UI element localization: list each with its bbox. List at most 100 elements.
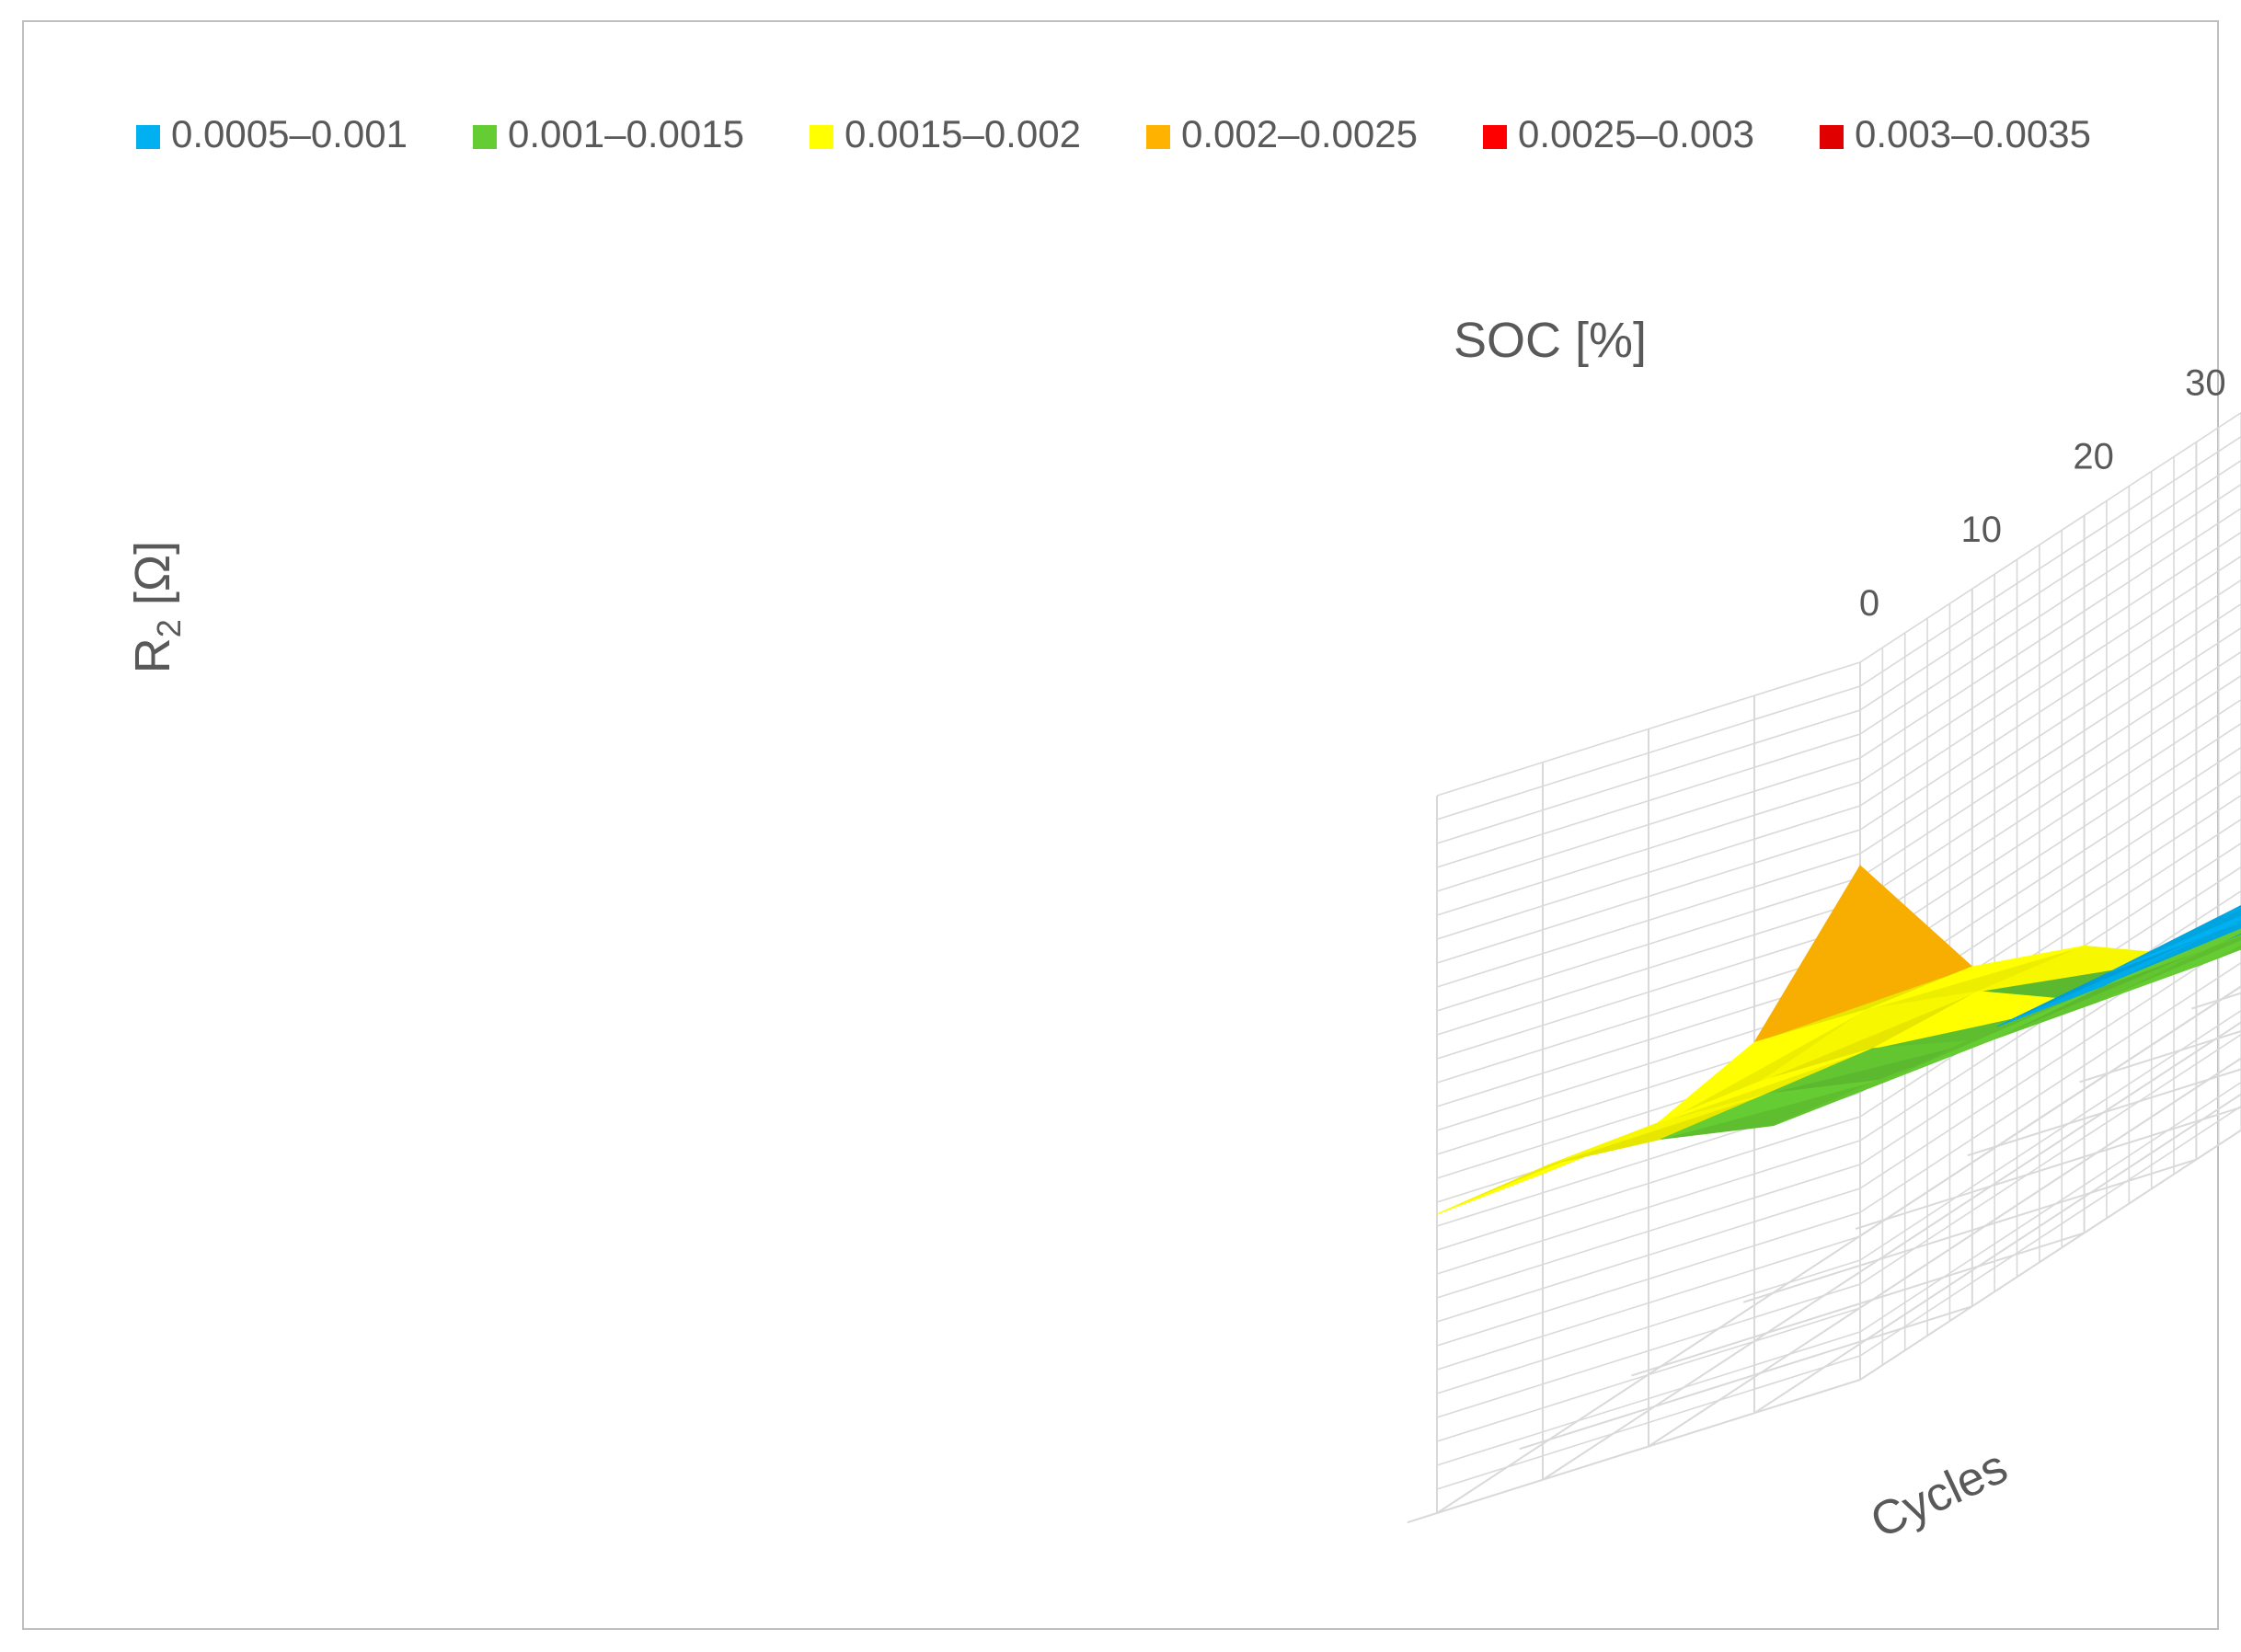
- side-wall-horizontal-gridline: [1436, 1140, 1861, 1275]
- back-wall-horizontal-gridline: [1859, 579, 2241, 831]
- legend-swatch: [810, 125, 833, 149]
- back-wall-horizontal-gridline: [1859, 483, 2241, 735]
- legend-label: 0.003–0.0035: [1855, 112, 2091, 155]
- soc-tick-mark: [1967, 1145, 1998, 1157]
- soc-tick-mark: [1631, 1365, 1661, 1377]
- soc-tick-label: 20: [2073, 436, 2114, 476]
- surface-facet: [1996, 931, 2216, 1027]
- back-wall-horizontal-gridline: [1859, 507, 2241, 759]
- back-wall-horizontal-gridline: [1859, 674, 2241, 926]
- side-wall-horizontal-gridline: [1436, 901, 1861, 1036]
- side-wall-horizontal-gridline: [1436, 757, 1861, 892]
- surface-facet: [1753, 865, 1973, 1044]
- back-wall-horizontal-gridline: [1859, 818, 2241, 1070]
- legend-label: 0.002–0.0025: [1181, 112, 1418, 155]
- surface-facet: [2102, 928, 2241, 987]
- back-wall-horizontal-gridline: [1859, 770, 2241, 1022]
- legend-label: 0.0015–0.002: [845, 112, 1081, 155]
- z-axis-title-unit: [Ω]: [125, 541, 180, 619]
- surface-facet: [1766, 1038, 1985, 1095]
- side-wall-horizontal-gridline: [1436, 805, 1861, 940]
- soc-tick-mark: [1855, 1218, 1886, 1230]
- surface-facet: [1872, 991, 2091, 1050]
- soc-tick-mark: [1407, 1512, 1438, 1524]
- floor-gridline-cycles: [1859, 1129, 2241, 1381]
- z-axis-title: R2 [Ω]: [125, 541, 188, 673]
- soc-tick-label: 30: [2185, 363, 2226, 404]
- legend-label: 0.001–0.0015: [508, 112, 744, 155]
- side-wall-horizontal-gridline: [1436, 1283, 1861, 1418]
- legend-swatch: [136, 125, 160, 149]
- legend-swatch: [1483, 125, 1507, 149]
- back-wall-horizontal-gridline: [1859, 1009, 2241, 1261]
- legend-swatch: [1146, 125, 1170, 149]
- surface-facet: [1866, 945, 2085, 1011]
- legend-label: 0.0005–0.001: [171, 112, 408, 155]
- surface-facet: [2097, 940, 2241, 1003]
- side-wall-horizontal-gridline: [1436, 781, 1861, 916]
- back-wall-horizontal-gridline: [1859, 1033, 2241, 1285]
- surface-facet: [2109, 915, 2241, 973]
- back-wall-horizontal-gridline: [1859, 1105, 2241, 1357]
- side-wall-horizontal-gridline: [1436, 685, 1861, 820]
- back-wall-horizontal-gridline: [1859, 698, 2241, 950]
- surface-facet: [1760, 991, 1979, 1082]
- side-wall-horizontal-gridline: [1436, 1211, 1861, 1347]
- soc-tick-mark: [1519, 1439, 1550, 1451]
- soc-tick-label: 0: [1859, 583, 1879, 624]
- cycles-axis-title: Cycles: [1863, 1440, 2016, 1549]
- surface-facet: [1991, 947, 2210, 1041]
- surface-facet: [1648, 1009, 1868, 1131]
- surface-facet: [1661, 1079, 1879, 1140]
- floor-gridline-soc: [2109, 1030, 2241, 1074]
- soc-tick-mark: [2079, 1072, 2110, 1084]
- side-wall-horizontal-gridline: [1436, 1164, 1861, 1299]
- soc-tick-mark: [1742, 1291, 1774, 1303]
- floor-gridline-cycles: [1648, 1057, 2241, 1448]
- back-wall-horizontal-gridline: [1859, 937, 2241, 1189]
- side-wall-horizontal-gridline: [1436, 829, 1861, 964]
- side-wall-horizontal-gridline: [1436, 661, 1861, 797]
- z-axis-title-main: R: [125, 637, 180, 673]
- back-wall-horizontal-gridline: [1859, 746, 2241, 998]
- back-wall-horizontal-gridline: [1859, 722, 2241, 974]
- side-wall-horizontal-gridline: [1436, 709, 1861, 844]
- surface-facet: [1885, 985, 2104, 1082]
- back-wall-horizontal-gridline: [1859, 626, 2241, 878]
- back-wall-horizontal-gridline: [1859, 459, 2241, 711]
- side-wall-horizontal-gridline: [1436, 1116, 1861, 1251]
- legend-label: 0.0025–0.003: [1518, 112, 1754, 155]
- surface-facet: [2221, 906, 2241, 916]
- back-wall-horizontal-gridline: [1859, 961, 2241, 1213]
- floor-gridline-cycles: [1542, 1021, 2241, 1481]
- chart-frame: [22, 20, 2219, 1630]
- side-wall-horizontal-gridline: [1436, 733, 1861, 868]
- back-wall-horizontal-gridline: [1859, 794, 2241, 1046]
- back-wall-horizontal-gridline: [1859, 435, 2241, 687]
- side-wall-horizontal-gridline: [1436, 948, 1861, 1084]
- soc-tick-label: 10: [1961, 510, 2003, 550]
- back-wall-horizontal-gridline: [1859, 602, 2241, 855]
- surface-facet: [1654, 1048, 1873, 1125]
- back-wall-horizontal-gridline: [1859, 913, 2241, 1165]
- back-wall-horizontal-gridline: [1859, 650, 2241, 902]
- side-wall-horizontal-gridline: [1436, 853, 1861, 988]
- back-wall-horizontal-gridline: [1859, 555, 2241, 807]
- back-wall-horizontal-gridline: [1859, 411, 2241, 663]
- soc-axis-title: SOC [%]: [1454, 313, 1647, 368]
- legend-swatch: [1820, 125, 1844, 149]
- side-wall-horizontal-gridline: [1436, 1187, 1861, 1323]
- floor-gridline-soc: [1996, 1068, 2241, 1147]
- z-axis-title-subscript: 2: [150, 619, 188, 637]
- soc-tick-mark: [2191, 998, 2222, 1010]
- back-wall-horizontal-gridline: [1859, 531, 2241, 783]
- side-wall-horizontal-gridline: [1436, 924, 1861, 1060]
- side-wall-horizontal-gridline: [1436, 877, 1861, 1012]
- floor-gridline-cycles: [1753, 1093, 2241, 1415]
- side-wall-horizontal-gridline: [1436, 1235, 1861, 1371]
- back-wall-horizontal-gridline: [1859, 1081, 2241, 1333]
- surface-facet: [1548, 1093, 1767, 1165]
- legend-swatch: [473, 125, 497, 149]
- surface-facet: [2202, 946, 2241, 965]
